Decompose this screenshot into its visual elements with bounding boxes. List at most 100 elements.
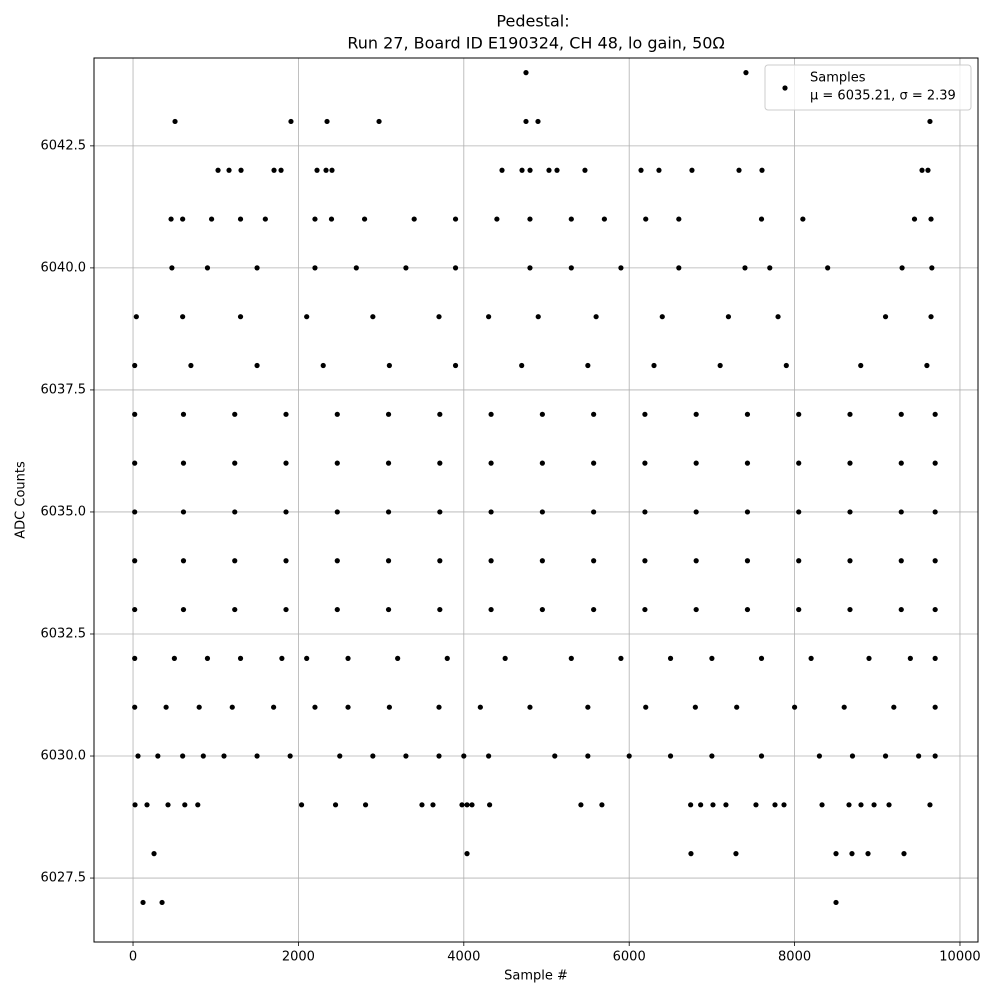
point (133, 314, 139, 320)
point (796, 509, 802, 515)
y-tick-label: 6035.0 (41, 504, 87, 519)
point (195, 802, 201, 808)
point (444, 655, 450, 661)
point (486, 314, 492, 320)
point (361, 216, 368, 222)
x-tick-label: 0 (129, 950, 137, 965)
point (919, 167, 925, 173)
point (693, 460, 699, 466)
point (488, 460, 494, 466)
point (825, 265, 831, 271)
point (886, 802, 892, 808)
point (334, 411, 340, 417)
point (642, 411, 648, 417)
point (502, 655, 508, 661)
point (488, 606, 494, 613)
point (796, 460, 802, 466)
point (643, 704, 649, 710)
point (568, 655, 574, 661)
point (324, 118, 330, 125)
point (539, 509, 545, 515)
point (753, 802, 759, 808)
point (519, 167, 525, 173)
point (452, 216, 459, 222)
point (539, 411, 545, 417)
point (494, 216, 500, 222)
point (204, 655, 211, 661)
point (385, 509, 392, 515)
point (232, 509, 238, 515)
point (287, 753, 293, 759)
point (693, 411, 699, 417)
point (332, 802, 339, 808)
legend-label: Samples (810, 71, 866, 86)
point (535, 314, 541, 320)
point (376, 118, 382, 125)
point (527, 216, 533, 222)
point (168, 216, 174, 222)
point (527, 704, 533, 710)
point (744, 411, 751, 417)
point (254, 753, 260, 759)
point (452, 265, 459, 271)
point (144, 802, 150, 808)
point (709, 655, 715, 661)
point (132, 704, 138, 710)
point (651, 362, 657, 369)
point (932, 704, 938, 710)
point (591, 411, 597, 417)
point (743, 70, 749, 76)
point (626, 753, 632, 759)
point (659, 314, 665, 320)
point (370, 314, 376, 320)
point (767, 265, 773, 271)
point (676, 265, 682, 271)
y-tick-label: 6030.0 (41, 749, 87, 764)
point (911, 216, 918, 222)
point (488, 509, 494, 515)
point (546, 167, 552, 173)
point (452, 362, 459, 369)
point (899, 265, 905, 271)
point (847, 558, 853, 564)
point (667, 753, 674, 759)
point (676, 216, 682, 222)
point (395, 655, 401, 661)
point (403, 265, 409, 271)
point (487, 802, 493, 808)
point (135, 753, 141, 759)
point (488, 558, 494, 564)
point (132, 606, 138, 613)
point (172, 118, 178, 125)
point (932, 655, 938, 661)
point (578, 802, 584, 808)
point (254, 265, 260, 271)
point (523, 118, 529, 125)
point (744, 460, 751, 466)
point (734, 704, 740, 710)
point (591, 558, 597, 564)
point (871, 802, 877, 808)
point (345, 655, 351, 661)
point (232, 558, 238, 564)
point (237, 216, 244, 222)
point (345, 704, 351, 710)
point (271, 167, 277, 173)
point (656, 167, 662, 173)
point (353, 265, 359, 271)
point (849, 851, 855, 857)
point (385, 606, 392, 613)
point (833, 899, 839, 906)
point (688, 802, 694, 808)
point (298, 802, 305, 808)
point (437, 460, 443, 466)
point (796, 606, 802, 613)
point (208, 216, 215, 222)
point (847, 460, 853, 466)
point (898, 509, 904, 515)
point (742, 265, 748, 271)
point (693, 558, 699, 564)
point (419, 802, 425, 808)
plot-frame (93, 57, 979, 943)
point (312, 265, 318, 271)
